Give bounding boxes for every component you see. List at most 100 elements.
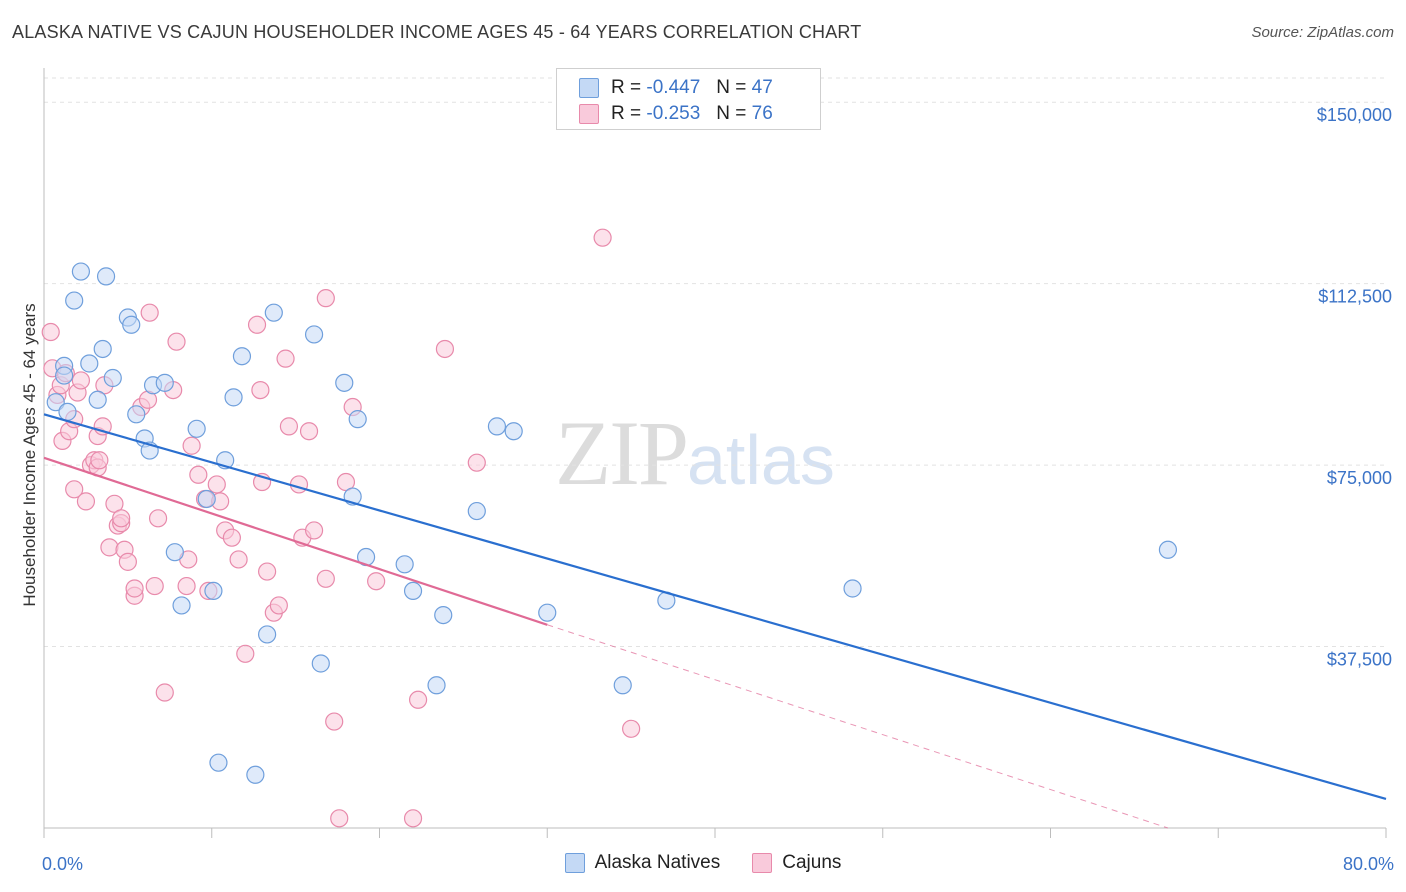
cajun-point (222, 528, 241, 547)
alaska-point (504, 422, 523, 441)
alaska-point (613, 676, 632, 695)
cajun-point (289, 475, 309, 494)
alaska-point (224, 388, 243, 407)
alaska-point (348, 410, 367, 429)
cajun-point (403, 809, 423, 828)
legend-item-alaska: Alaska Natives (564, 852, 720, 874)
cajun-point (258, 562, 277, 581)
alaska-point (155, 373, 174, 392)
alaska-point (487, 417, 507, 436)
cajun-point (177, 576, 196, 596)
cajun-point (236, 644, 255, 663)
alaska-point (204, 581, 223, 601)
alaska-swatch (579, 78, 599, 98)
n-label: N = (716, 77, 747, 98)
cajun-point (155, 683, 174, 702)
alaska-point (55, 366, 74, 385)
cajun-point (65, 480, 84, 499)
alaska-point (246, 765, 265, 784)
alaska-point (88, 390, 107, 409)
cajun-point (299, 422, 319, 441)
watermark: ZIPatlas (555, 400, 835, 506)
alaska-point (127, 405, 146, 424)
alaska-point (103, 368, 122, 388)
cajun-point (112, 509, 131, 528)
cajun-point (251, 380, 270, 400)
cajun-point (76, 492, 96, 511)
legend-item-cajun: Cajuns (752, 852, 841, 874)
alaska-point (93, 339, 112, 359)
cajun-point (269, 596, 288, 615)
alaska-point (427, 676, 446, 695)
x-tick-label: 0.0% (42, 854, 83, 874)
y-tick-label: $75,000 (1327, 468, 1392, 488)
alaska-point (467, 501, 486, 521)
alaska-point (58, 402, 77, 421)
cajun-point (304, 521, 324, 540)
cajun-point (330, 809, 349, 828)
cajun-swatch (579, 104, 599, 124)
cajun-point (229, 550, 248, 569)
cajun-point (207, 475, 226, 494)
watermark-zip: ZIP (555, 402, 689, 504)
alaska-point (311, 654, 330, 673)
cajun-point (125, 579, 144, 598)
alaska-point (395, 555, 414, 574)
alaska-point (258, 625, 277, 644)
cajun-point (148, 509, 168, 528)
alaska-point (46, 393, 65, 412)
alaska-point (403, 581, 423, 601)
y-tick-label: $150,000 (1317, 105, 1392, 125)
y-tick-label: $37,500 (1327, 650, 1392, 670)
cajun-point (140, 303, 159, 322)
alaska-point (843, 579, 862, 598)
alaska-point (335, 373, 354, 392)
cajun-point (622, 719, 641, 738)
cajun-legend-swatch (752, 853, 773, 873)
alaska-r-value: -0.447 (646, 77, 701, 98)
cajun-point (167, 332, 186, 351)
correlation-legend: R = -0.447 N = 47 R = -0.253 N = 76 (556, 68, 821, 130)
alaska-point (232, 347, 252, 366)
cajun-point (189, 465, 208, 484)
series-legend: Alaska Natives Cajuns (0, 852, 1406, 874)
cajun-point (100, 538, 119, 557)
cajun-trend-extension (547, 624, 1169, 829)
cajun-n-value: 76 (751, 103, 773, 124)
cajun-legend-label: Cajuns (782, 852, 842, 873)
alaska-point (172, 596, 191, 615)
cajun-point (367, 572, 386, 591)
alaska-point (434, 605, 453, 625)
cajun-point (118, 552, 137, 571)
cajun-point (71, 371, 91, 390)
cajun-point (408, 690, 428, 709)
alaska-point (264, 303, 283, 322)
alaska-point (1158, 540, 1178, 559)
alaska-point (96, 267, 116, 286)
alaska-point (65, 291, 84, 310)
cajun-point (593, 228, 612, 247)
cajun-r-value: -0.253 (646, 103, 701, 124)
y-tick-label: $112,500 (1318, 287, 1392, 307)
alaska-point (304, 325, 324, 344)
watermark-atlas: atlas (687, 421, 835, 499)
alaska-point (209, 753, 228, 772)
chart-title: ALASKA NATIVE VS CAJUN HOUSEHOLDER INCOM… (12, 22, 862, 42)
cajun-point (145, 576, 164, 596)
alaska-n-value: 47 (751, 77, 773, 98)
alaska-point (165, 543, 184, 562)
n-label: N = (716, 103, 747, 124)
legend-row-cajun: R = -0.253 N = 76 (579, 101, 773, 127)
alaska-point (122, 315, 141, 334)
r-label: R = (611, 77, 642, 98)
cajun-point (435, 339, 455, 359)
cajun-point (467, 453, 486, 472)
cajun-point (182, 436, 201, 455)
alaska-point (80, 354, 99, 373)
alaska-point (71, 262, 91, 281)
alaska-legend-swatch (564, 853, 585, 873)
cajun-point (316, 569, 335, 588)
legend-row-alaska: R = -0.447 N = 47 (579, 75, 773, 101)
alaska-point (538, 603, 557, 622)
